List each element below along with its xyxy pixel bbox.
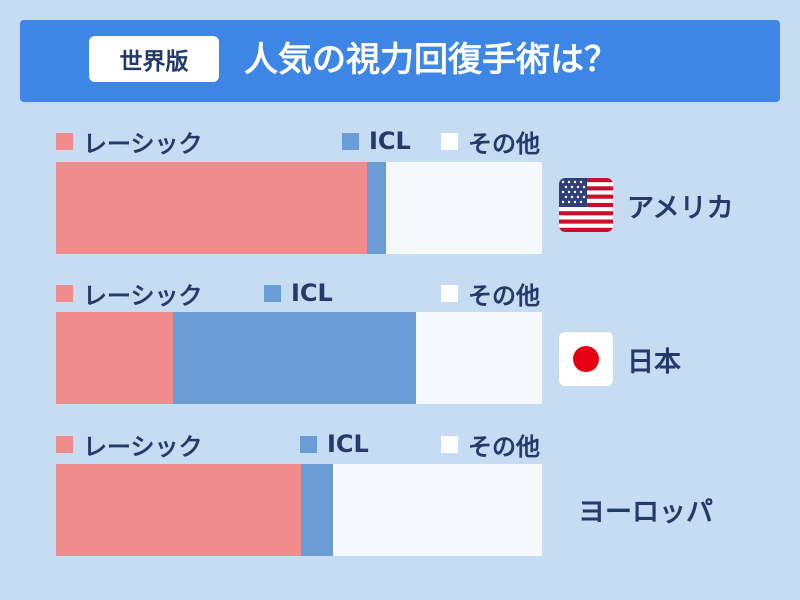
legend-other: その他: [441, 429, 540, 461]
bar-segment-icl: [301, 464, 333, 556]
legend-swatch-lasik: [56, 132, 73, 150]
legend-label-icl: ICL: [291, 279, 333, 307]
bar-japan: [56, 312, 542, 404]
legend-label-other: その他: [468, 432, 540, 461]
japan-flag-icon: [559, 332, 613, 386]
legend-swatch-lasik: [56, 435, 73, 453]
legend-lasik: レーシック: [56, 429, 203, 461]
legend-icl: ICL: [342, 126, 411, 156]
country-europe: ヨーロッパ: [578, 481, 713, 537]
bar-segment-lasik: [56, 162, 368, 254]
legend-swatch-other: [441, 435, 458, 453]
country-label-usa: アメリカ: [627, 192, 734, 224]
bar-segment-icl: [172, 312, 416, 404]
legend-label-lasik: レーシック: [83, 281, 203, 310]
legend-swatch-other: [441, 284, 458, 302]
legend-label-icl: ICL: [327, 430, 369, 458]
chart-title: 人気の視力回復手術は？: [244, 40, 618, 80]
region-badge: 世界版: [89, 36, 219, 82]
bar-usa: [56, 162, 542, 254]
bar-europe: [56, 464, 542, 556]
legend-other: その他: [441, 278, 540, 310]
legend-swatch-icl: [300, 435, 317, 453]
country-usa: アメリカ: [559, 177, 734, 233]
bar-segment-other: [333, 464, 542, 556]
legend-label-other: その他: [468, 129, 540, 158]
bar-segment-lasik: [56, 312, 173, 404]
legend-swatch-icl: [342, 132, 359, 150]
legend-swatch-lasik: [56, 284, 73, 302]
legend-label-lasik: レーシック: [83, 432, 203, 461]
legend-label-lasik: レーシック: [83, 129, 203, 158]
bar-segment-icl: [367, 162, 387, 254]
bar-segment-other: [386, 162, 542, 254]
legend-label-other: その他: [468, 281, 540, 310]
legend-swatch-icl: [264, 284, 281, 302]
country-label-europe: ヨーロッパ: [578, 496, 713, 528]
legend-icl: ICL: [264, 278, 333, 308]
country-label-japan: 日本: [627, 346, 681, 378]
bar-segment-other: [415, 312, 542, 404]
bar-segment-lasik: [56, 464, 302, 556]
legend-label-icl: ICL: [369, 127, 411, 155]
us-flag-icon: [559, 178, 613, 232]
legend-icl: ICL: [300, 429, 369, 459]
legend-other: その他: [441, 126, 540, 158]
legend-lasik: レーシック: [56, 126, 203, 158]
country-japan: 日本: [559, 331, 681, 387]
legend-lasik: レーシック: [56, 278, 203, 310]
legend-swatch-other: [441, 132, 458, 150]
